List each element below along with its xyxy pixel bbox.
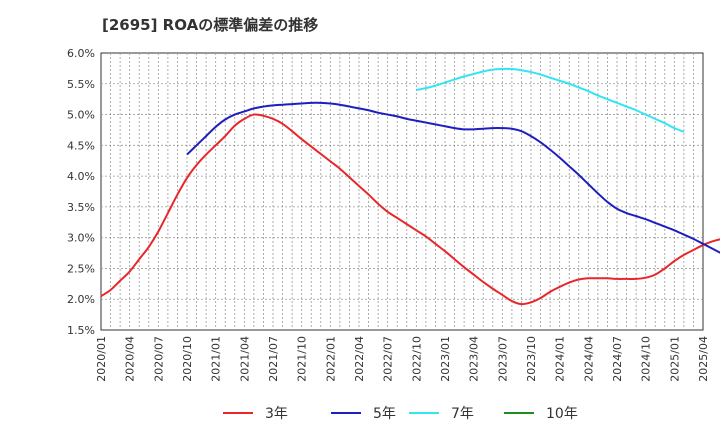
y-tick-label: 6.0% — [67, 47, 95, 60]
legend-label: 7年 — [451, 406, 474, 422]
x-tick-label: 2021/01 — [210, 336, 223, 382]
x-tick-label: 2021/07 — [267, 336, 280, 382]
x-tick-label: 2022/04 — [353, 336, 366, 382]
y-tick-label: 2.0% — [67, 293, 95, 306]
x-tick-label: 2022/07 — [382, 336, 395, 382]
series-lines — [100, 67, 720, 306]
x-tick-label: 2021/10 — [296, 336, 309, 382]
legend: 3年 5年 7年 10年 — [223, 406, 578, 422]
series-line-5年 — [186, 101, 720, 254]
y-axis-ticks: 1.5% 2.0% 2.5% 3.0% 3.5% 4.0% 4.5% 5.0% 5.5% 6.0% — [67, 47, 95, 337]
legend-label: 3年 — [265, 406, 288, 422]
y-tick-label: 3.0% — [67, 232, 95, 245]
x-tick-label: 2025/01 — [668, 336, 681, 382]
x-tick-label: 2020/10 — [181, 336, 194, 382]
plot-area — [100, 52, 704, 331]
x-tick-label: 2020/04 — [124, 336, 137, 382]
series-line-3年 — [100, 113, 720, 306]
x-tick-label: 2024/07 — [611, 336, 624, 382]
x-tick-label: 2025/04 — [697, 336, 710, 382]
y-tick-label: 1.5% — [67, 324, 95, 337]
legend-label: 5年 — [373, 406, 396, 422]
y-tick-label: 4.0% — [67, 170, 95, 183]
x-tick-label: 2023/07 — [496, 336, 509, 382]
x-tick-label: 2022/01 — [324, 336, 337, 382]
x-tick-label: 2023/04 — [468, 336, 481, 382]
x-tick-label: 2020/01 — [95, 336, 108, 382]
x-tick-label: 2020/07 — [152, 336, 165, 382]
series-line-7年 — [416, 67, 685, 133]
x-tick-label: 2022/10 — [410, 336, 423, 382]
y-tick-label: 4.5% — [67, 139, 95, 152]
x-tick-label: 2021/04 — [238, 336, 251, 382]
x-tick-label: 2023/10 — [525, 336, 538, 382]
x-axis-ticks: 2020/01 2020/04 2020/07 2020/10 2021/01 2021/… — [95, 336, 710, 382]
grid-lines — [101, 53, 703, 330]
x-tick-label: 2024/01 — [554, 336, 567, 382]
x-tick-label: 2024/10 — [640, 336, 653, 382]
y-tick-label: 2.5% — [67, 262, 95, 275]
chart-title: [2695] ROAの標準偏差の推移 — [102, 16, 319, 34]
y-tick-label: 5.0% — [67, 109, 95, 122]
x-tick-label: 2024/04 — [582, 336, 595, 382]
x-tick-label: 2023/01 — [439, 336, 452, 382]
y-tick-label: 5.5% — [67, 78, 95, 91]
legend-label: 10年 — [546, 406, 578, 422]
y-tick-label: 3.5% — [67, 201, 95, 214]
